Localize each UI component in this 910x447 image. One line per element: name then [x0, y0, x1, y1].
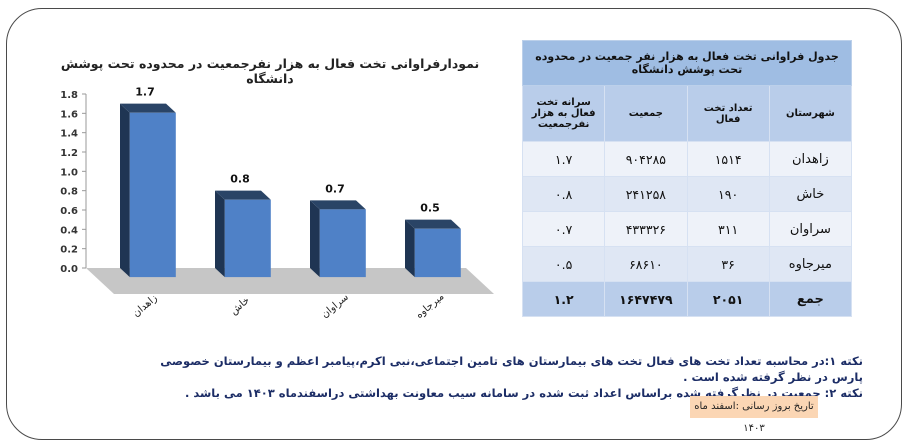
- cell-population: ۲۴۱۲۵۸: [604, 176, 688, 212]
- bar-side: [310, 200, 320, 278]
- y-tick-label: 0.0: [60, 264, 78, 275]
- chart-title: نمودارفراوانی تخت فعال به هزار نفرجمعیت …: [60, 56, 480, 86]
- cell-ratio: ۱.۷: [521, 141, 606, 177]
- footnote-1: نکته ۱:در محاسبه تعداد تخت های فعال تخت …: [160, 354, 863, 384]
- bar-top: [215, 190, 271, 200]
- cell-beds: ۳۱۱: [686, 211, 770, 247]
- table-header-row: شهرستان تعداد تخت فعال جمعیت سرانه تخت ف…: [521, 85, 853, 142]
- data-label: 0.7: [325, 182, 345, 195]
- header-city: شهرستان: [768, 85, 853, 142]
- cell-beds: ۳۶: [686, 246, 770, 282]
- table-row: زاهدان ۱۵۱۴ ۹۰۴۲۸۵ ۱.۷: [521, 141, 853, 177]
- cell-total-label: جمع: [768, 281, 853, 317]
- bar-top: [120, 103, 176, 113]
- header-beds-per-thousand: سرانه تخت فعال به هزار نفرجمعیت: [521, 85, 606, 142]
- y-tick-label: 1.8: [60, 90, 78, 101]
- update-date-badge: تاریخ بروز رسانی :اسفند ماه ۱۴۰۳: [690, 396, 818, 434]
- cell-city: زاهدان: [768, 141, 853, 177]
- cell-total-ratio: ۱.۲: [521, 281, 606, 317]
- footnotes: نکته ۱:در محاسبه تعداد تخت های فعال تخت …: [148, 353, 863, 401]
- table-caption: جدول فراوانی تخت فعال به هزار نفر جمعیت …: [522, 40, 852, 86]
- data-label: 1.7: [135, 86, 155, 99]
- cell-total-population: ۱۶۴۷۴۷۹: [604, 281, 688, 317]
- cell-ratio: ۰.۷: [521, 211, 606, 247]
- x-tick-label: سراوان: [320, 292, 351, 321]
- x-tick-label: میرجاوه: [414, 291, 447, 321]
- bar-side: [120, 103, 130, 278]
- bar-top: [405, 219, 461, 229]
- cell-total-beds: ۲۰۵۱: [686, 281, 770, 317]
- cell-city: سراوان: [768, 211, 853, 247]
- x-tick-label: خاش: [228, 295, 251, 317]
- cell-beds: ۱۵۱۴: [686, 141, 770, 177]
- cell-beds: ۱۹۰: [686, 176, 770, 212]
- y-tick-label: 1.0: [60, 167, 78, 178]
- y-tick-label: 0.2: [60, 245, 78, 256]
- x-tick-label: زاهدان: [131, 293, 160, 320]
- bar-side: [405, 219, 415, 278]
- bar: [414, 228, 461, 278]
- bar: [129, 112, 176, 278]
- header-population: جمعیت: [604, 85, 688, 142]
- data-table: جدول فراوانی تخت فعال به هزار نفر جمعیت …: [521, 40, 853, 317]
- bar-top: [310, 200, 366, 210]
- bar: [224, 199, 271, 278]
- y-tick-label: 0.6: [60, 206, 78, 217]
- y-tick-label: 0.4: [60, 225, 78, 236]
- cell-population: ۴۳۳۳۲۶: [604, 211, 688, 247]
- cell-city: میرجاوه: [768, 246, 853, 282]
- y-tick-label: 1.2: [60, 148, 78, 159]
- cell-ratio: ۰.۸: [521, 176, 606, 212]
- cell-ratio: ۰.۵: [521, 246, 606, 282]
- bar-chart: 0.0 0.2 0.4 0.6 0.8 1.0 1.2 1.4 1.6 1.8 1.7 زاهدان 0…: [60, 86, 494, 321]
- cell-population: ۹۰۴۲۸۵: [604, 141, 688, 177]
- table-row: خاش ۱۹۰ ۲۴۱۲۵۸ ۰.۸: [521, 176, 853, 212]
- chart-floor: [86, 268, 494, 294]
- cell-population: ۶۸۶۱۰: [604, 246, 688, 282]
- table-row: میرجاوه ۳۶ ۶۸۶۱۰ ۰.۵: [521, 246, 853, 282]
- y-tick-label: 1.6: [60, 109, 78, 120]
- y-tick-label: 1.4: [60, 129, 78, 140]
- y-tick-label: 0.8: [60, 187, 78, 198]
- table-row: سراوان ۳۱۱ ۴۳۳۳۲۶ ۰.۷: [521, 211, 853, 247]
- table-total-row: جمع ۲۰۵۱ ۱۶۴۷۴۷۹ ۱.۲: [521, 281, 853, 317]
- header-active-beds: تعداد تخت فعال: [686, 85, 770, 142]
- bar-side: [215, 190, 225, 278]
- data-label: 0.5: [420, 202, 440, 215]
- bar: [319, 209, 366, 278]
- cell-city: خاش: [768, 176, 853, 212]
- data-label: 0.8: [230, 173, 250, 186]
